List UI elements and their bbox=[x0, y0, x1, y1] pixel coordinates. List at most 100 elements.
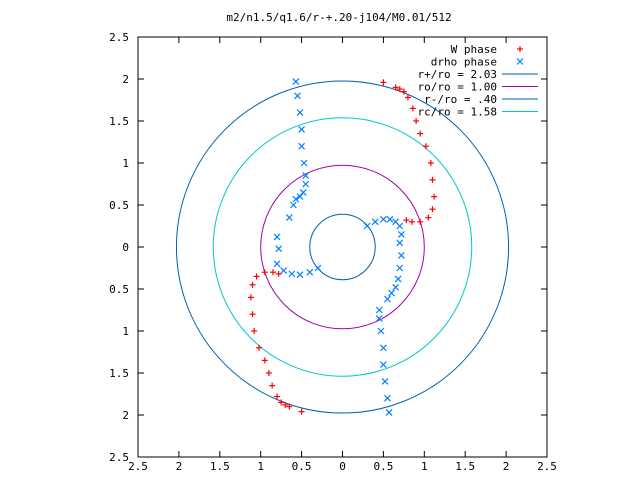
legend-entry: ro/ro = 1.00 bbox=[418, 81, 538, 94]
x-tick-label: 1 bbox=[257, 460, 264, 473]
data-point bbox=[286, 403, 293, 410]
data-point bbox=[265, 370, 272, 376]
data-point bbox=[274, 393, 281, 400]
series-2 bbox=[273, 78, 405, 416]
data-point bbox=[409, 105, 416, 112]
x-tick-label: 2 bbox=[176, 460, 183, 473]
y-tick-label: 1 bbox=[122, 157, 129, 170]
legend-entry: W phase bbox=[451, 43, 523, 56]
ref-circle bbox=[175, 80, 510, 414]
data-point bbox=[282, 401, 289, 408]
data-point bbox=[425, 214, 432, 221]
data-point bbox=[289, 201, 297, 209]
legend-marker-sample bbox=[516, 58, 524, 65]
data-point bbox=[292, 78, 300, 85]
legend-entry: drho phase bbox=[431, 56, 524, 69]
data-point bbox=[429, 176, 436, 183]
y-tick-label: 0.5 bbox=[109, 283, 129, 296]
data-point bbox=[249, 311, 256, 318]
data-point bbox=[371, 218, 379, 226]
y-tick-label: 2.5 bbox=[109, 451, 129, 464]
ref-circle bbox=[309, 213, 376, 281]
legend-entry: r+/ro = 2.03 bbox=[418, 68, 538, 81]
axis-ticks: 2.5 2 1.5 1 0.5 0 0.5 1 1.5 2 2.52.521.510.500.511… bbox=[109, 31, 557, 473]
data-point bbox=[379, 361, 387, 369]
series-1 bbox=[247, 79, 438, 415]
data-point bbox=[292, 195, 300, 203]
data-point bbox=[397, 230, 405, 238]
data-point bbox=[269, 382, 276, 389]
data-point bbox=[403, 217, 410, 224]
y-tick-label: 1 bbox=[122, 325, 129, 338]
data-point bbox=[375, 306, 383, 314]
x-tick-label: 2.5 bbox=[128, 460, 148, 473]
data-point bbox=[256, 344, 263, 351]
data-series bbox=[247, 78, 438, 416]
data-point bbox=[379, 215, 387, 223]
data-point bbox=[296, 193, 304, 201]
data-point bbox=[299, 188, 307, 196]
chart-title: m2/n1.5/q1.6/r-+.20-j104/M0.01/512 bbox=[226, 11, 451, 24]
legend-marker-sample bbox=[517, 46, 523, 52]
data-point bbox=[384, 394, 391, 402]
data-point bbox=[296, 109, 304, 117]
x-tick-label: 1 bbox=[421, 460, 428, 473]
data-point bbox=[396, 86, 403, 93]
data-point bbox=[396, 239, 404, 247]
data-point bbox=[392, 283, 400, 291]
data-point bbox=[273, 260, 281, 268]
data-point bbox=[261, 357, 268, 364]
data-point bbox=[298, 142, 306, 150]
data-point bbox=[302, 180, 310, 188]
data-point bbox=[251, 328, 258, 334]
x-tick-label: 0.5 bbox=[292, 460, 312, 473]
legend-entry: rc/ro = 1.58 bbox=[418, 106, 538, 119]
data-point bbox=[288, 270, 296, 278]
data-point bbox=[388, 289, 396, 297]
ref-circle bbox=[212, 117, 473, 377]
data-point bbox=[409, 218, 416, 225]
data-point bbox=[377, 327, 385, 335]
data-point bbox=[375, 314, 383, 322]
data-point bbox=[314, 264, 322, 272]
data-point bbox=[298, 408, 305, 415]
data-point bbox=[275, 245, 283, 253]
data-point bbox=[381, 377, 389, 385]
data-point bbox=[273, 233, 281, 241]
y-tick-label: 2 bbox=[122, 409, 129, 422]
data-point bbox=[429, 206, 436, 213]
data-point bbox=[298, 125, 306, 133]
y-tick-label: 1.5 bbox=[109, 367, 129, 380]
data-point bbox=[261, 269, 268, 276]
y-tick-label: 2.5 bbox=[109, 31, 129, 44]
data-point bbox=[302, 172, 310, 180]
reference-circles bbox=[175, 80, 510, 414]
data-point bbox=[379, 344, 387, 352]
y-tick-label: 0 bbox=[122, 241, 129, 254]
data-point bbox=[427, 160, 434, 166]
data-point bbox=[280, 267, 288, 274]
data-point bbox=[385, 409, 393, 416]
data-point bbox=[394, 275, 402, 283]
data-point bbox=[397, 251, 405, 259]
data-point bbox=[249, 281, 256, 288]
data-point bbox=[380, 79, 387, 86]
data-point bbox=[275, 270, 282, 277]
data-point bbox=[306, 268, 314, 276]
legend-label: ro/ro = 1.00 bbox=[418, 81, 497, 94]
data-point bbox=[247, 294, 254, 301]
ref-circle bbox=[260, 164, 425, 330]
data-point bbox=[384, 295, 391, 303]
legend-label: drho phase bbox=[431, 56, 497, 69]
x-tick-label: 2.5 bbox=[537, 460, 557, 473]
data-point bbox=[300, 159, 308, 167]
data-point bbox=[422, 143, 429, 150]
x-tick-label: 0 bbox=[339, 460, 346, 473]
data-point bbox=[278, 399, 285, 406]
data-point bbox=[400, 88, 407, 95]
legend-label: rc/ro = 1.58 bbox=[418, 106, 497, 119]
data-point bbox=[392, 84, 399, 91]
legend-label: W phase bbox=[451, 43, 497, 56]
